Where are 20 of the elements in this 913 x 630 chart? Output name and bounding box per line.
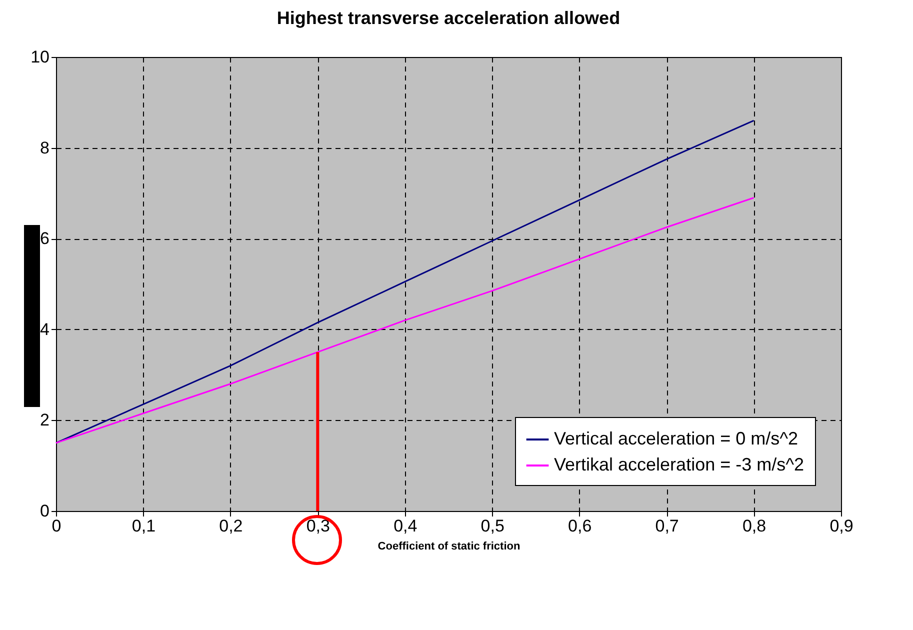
- legend-label: Vertical acceleration = 0 m/s^2: [554, 428, 798, 448]
- x-tick-label: 0,8: [742, 516, 766, 536]
- x-tick-label: 0,4: [394, 516, 418, 536]
- x-tick-label: 0,1: [132, 516, 156, 536]
- x-tick-label: 0,3: [306, 516, 330, 536]
- y-tick-label: 8: [40, 138, 50, 158]
- x-tick-label: 0,6: [568, 516, 592, 536]
- legend-label: Vertikal acceleration = -3 m/s^2: [554, 454, 804, 474]
- x-tick-label: 0: [52, 516, 62, 536]
- x-tick-label: 0,2: [219, 516, 243, 536]
- y-tick-label: 6: [40, 229, 50, 248]
- y-tick-label: 10: [30, 48, 50, 66]
- y-tick-label: 2: [40, 410, 50, 430]
- chart-title: Highest transverse acceleration allowed: [276, 8, 620, 28]
- y-tick-label: 4: [40, 320, 50, 339]
- x-tick-label: 0,9: [830, 516, 854, 536]
- x-tick-label: 0,5: [480, 516, 504, 536]
- x-tick-label: 0,7: [655, 516, 679, 536]
- y-tick-label: 0: [40, 502, 50, 520]
- x-axis-title: Coefficient of static friction: [378, 540, 520, 552]
